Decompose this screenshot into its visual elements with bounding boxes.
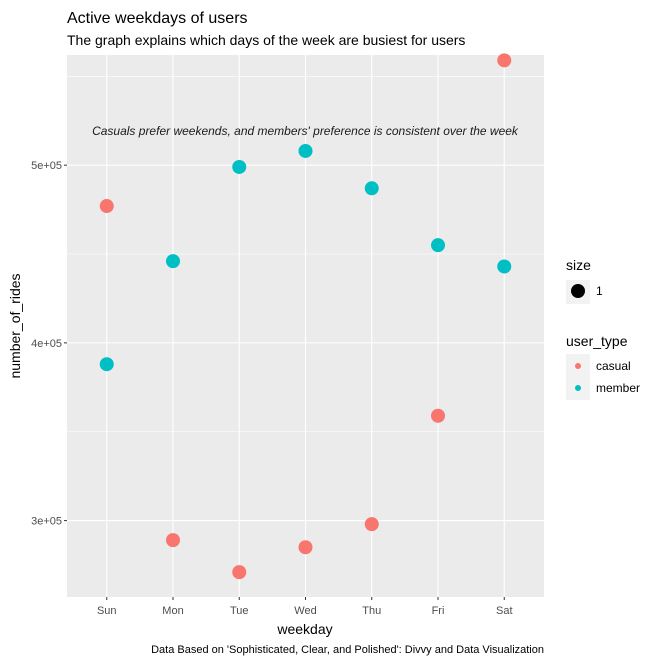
data-point-member	[298, 143, 313, 158]
data-point-member	[166, 254, 180, 269]
y-tick-label: 4e+05	[31, 338, 62, 350]
data-point-casual	[232, 565, 247, 580]
y-axis-ticks: 3e+05 4e+05 5e+05	[31, 160, 67, 528]
legend-user-type-title: user_type	[566, 333, 628, 349]
x-axis-title: weekday	[276, 621, 332, 637]
chart-caption: Data Based on 'Sophisticated, Clear, and…	[151, 644, 544, 656]
x-tick-label: Sun	[97, 605, 117, 617]
x-tick-label: Thu	[362, 605, 381, 617]
x-tick-label: Mon	[162, 605, 183, 617]
data-point-casual	[298, 540, 313, 555]
data-point-casual	[364, 517, 379, 532]
legend-size-label: 1	[596, 284, 603, 298]
x-tick-label: Fri	[432, 605, 445, 617]
x-tick-label: Sat	[496, 605, 513, 617]
legend-member-label: member	[596, 381, 640, 395]
x-axis-ticks: Sun Mon Tue Wed Thu Fri Sat	[97, 597, 513, 617]
legend-casual-key	[575, 363, 581, 369]
chart-annotation: Casuals prefer weekends, and members' pr…	[92, 124, 519, 138]
data-point-casual	[497, 53, 512, 68]
legend-casual-label: casual	[596, 359, 631, 373]
x-tick-label: Wed	[294, 605, 316, 617]
data-point-casual	[166, 533, 180, 548]
data-point-member	[99, 357, 114, 372]
grid-layer	[67, 55, 544, 597]
data-point-casual	[431, 408, 445, 423]
data-point-member	[364, 181, 379, 196]
data-point-casual	[99, 199, 114, 214]
y-tick-label: 3e+05	[31, 516, 62, 528]
y-axis-title: number_of_rides	[7, 273, 23, 378]
x-tick-label: Tue	[230, 605, 249, 617]
legend-user-type-key-bg	[566, 354, 590, 400]
data-point-member	[431, 238, 445, 253]
data-point-member	[232, 159, 247, 174]
y-tick-label: 5e+05	[31, 160, 62, 172]
data-point-member	[497, 259, 512, 274]
legend-size-key	[571, 284, 585, 298]
chart-subtitle: The graph explains which days of the wee…	[67, 32, 465, 48]
legend-size-title: size	[566, 257, 591, 273]
chart-title: Active weekdays of users	[67, 10, 248, 27]
points-layer	[99, 53, 512, 580]
legend-member-key	[575, 385, 581, 391]
